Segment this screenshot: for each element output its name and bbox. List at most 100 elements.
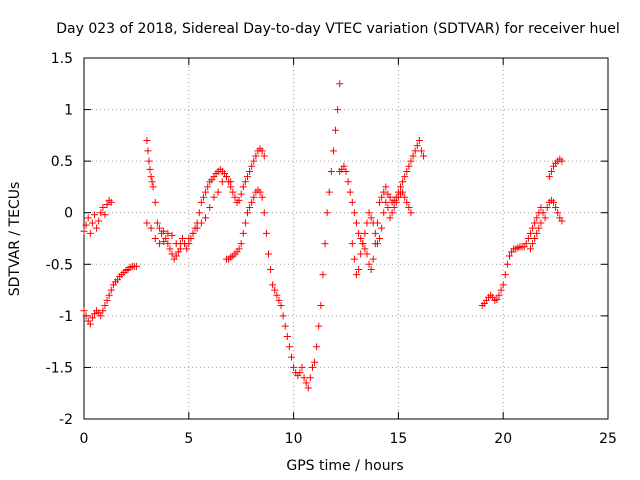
- data-point: [107, 286, 115, 294]
- data-point: [172, 240, 180, 248]
- y-tick-label: 0.5: [51, 154, 73, 170]
- data-point: [378, 193, 386, 201]
- data-point: [248, 162, 256, 170]
- data-point: [231, 193, 239, 201]
- x-tick-label: 10: [285, 431, 303, 447]
- data-point: [80, 307, 88, 315]
- data-point: [378, 224, 386, 232]
- data-point: [82, 312, 90, 320]
- data-point: [80, 227, 88, 235]
- data-point: [405, 204, 413, 212]
- data-point: [267, 265, 275, 273]
- y-tick-label: -1: [59, 309, 73, 325]
- data-point: [260, 209, 268, 217]
- data-point: [493, 295, 501, 303]
- data-point: [97, 312, 105, 320]
- data-point: [243, 173, 251, 181]
- data-point: [529, 224, 537, 232]
- data-point: [332, 126, 340, 134]
- data-point: [541, 214, 549, 222]
- data-point: [172, 252, 180, 260]
- data-point: [229, 188, 237, 196]
- data-point: [325, 188, 333, 196]
- data-point: [246, 167, 254, 175]
- data-point: [103, 296, 111, 304]
- data-point: [189, 229, 197, 237]
- data-point: [86, 229, 94, 237]
- data-point: [202, 214, 210, 222]
- data-point: [166, 245, 174, 253]
- data-point: [524, 235, 532, 242]
- data-point: [361, 229, 369, 237]
- y-tick-label: 1.5: [51, 51, 73, 67]
- data-point: [367, 214, 375, 222]
- data-point: [529, 240, 537, 248]
- data-point: [223, 173, 231, 181]
- data-point: [143, 219, 151, 227]
- data-point: [409, 152, 417, 160]
- data-point: [352, 271, 360, 279]
- data-point: [151, 235, 159, 242]
- data-point: [407, 157, 415, 165]
- data-point: [315, 322, 323, 330]
- data-point: [323, 209, 331, 217]
- data-point: [288, 353, 296, 361]
- data-point: [176, 245, 184, 253]
- data-point: [235, 245, 243, 253]
- data-point: [407, 209, 415, 217]
- data-point: [373, 240, 381, 248]
- data-point: [306, 374, 314, 382]
- y-tick-label: -0.5: [46, 257, 73, 273]
- data-point: [317, 302, 325, 310]
- data-point: [101, 211, 109, 219]
- data-point: [285, 343, 293, 351]
- data-point: [399, 178, 407, 186]
- data-point: [302, 379, 310, 387]
- data-point: [214, 188, 222, 196]
- data-point: [371, 229, 379, 237]
- data-point: [336, 80, 344, 88]
- data-point: [97, 209, 105, 217]
- data-point: [275, 296, 283, 304]
- data-point: [202, 188, 210, 196]
- data-point: [344, 178, 352, 186]
- data-point: [86, 320, 94, 328]
- data-point: [99, 307, 107, 315]
- data-point: [101, 302, 109, 310]
- data-point: [558, 157, 566, 165]
- data-point: [300, 374, 308, 382]
- data-point: [392, 198, 400, 206]
- data-point: [533, 214, 541, 222]
- data-point: [357, 235, 365, 242]
- data-point: [380, 188, 388, 196]
- data-point: [350, 209, 358, 217]
- data-point: [168, 231, 176, 239]
- data-point: [199, 193, 207, 201]
- data-point: [552, 204, 560, 212]
- data-point: [250, 157, 258, 165]
- data-point: [558, 217, 566, 225]
- y-axis-label: SDTVAR / TECUs: [7, 182, 23, 297]
- data-point: [376, 235, 384, 242]
- data-point: [363, 250, 371, 258]
- data-point: [531, 219, 539, 227]
- data-point: [350, 255, 358, 263]
- grid: [84, 58, 608, 419]
- data-point: [88, 314, 96, 322]
- data-point: [415, 137, 423, 145]
- data-point: [164, 240, 172, 248]
- data-point: [545, 173, 553, 181]
- data-point: [281, 322, 289, 330]
- data-point: [90, 211, 98, 219]
- data-point: [554, 209, 562, 217]
- data-point: [181, 240, 189, 248]
- data-point: [497, 286, 505, 294]
- data-point: [348, 198, 356, 206]
- data-point: [547, 167, 555, 175]
- data-point: [365, 209, 373, 217]
- data-point: [143, 137, 151, 145]
- data-point: [164, 229, 172, 237]
- data-point: [420, 152, 428, 160]
- data-point: [526, 229, 534, 237]
- data-point: [382, 183, 390, 191]
